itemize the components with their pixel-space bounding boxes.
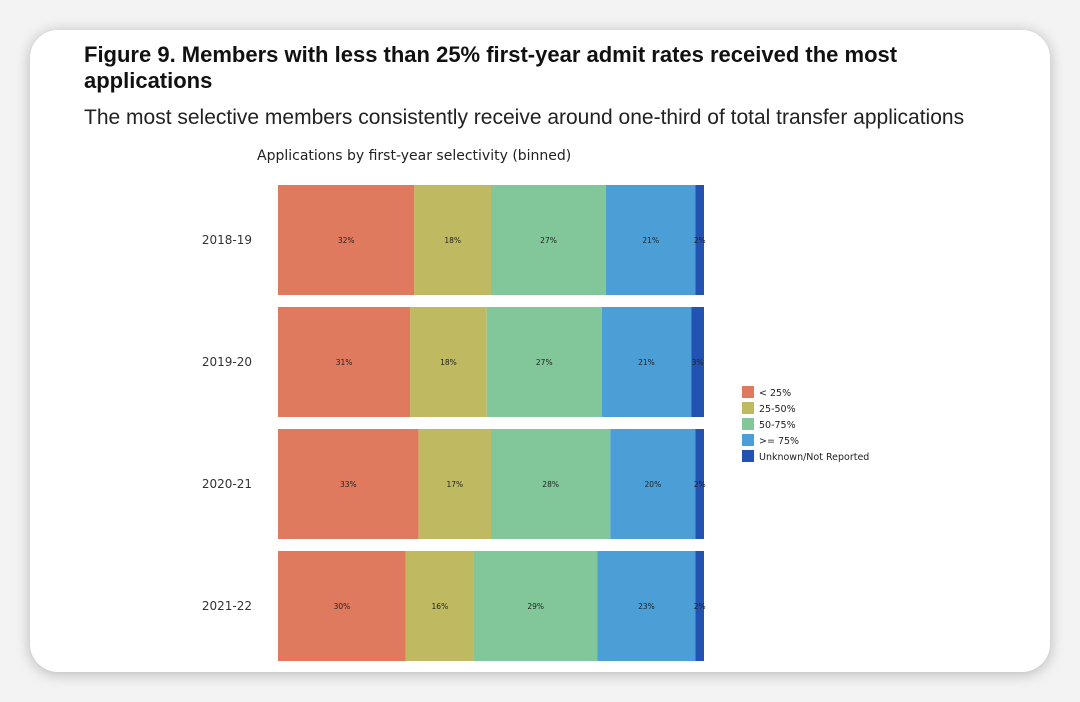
data-label: 23% [638,602,655,611]
y-tick-label: 2018-19 [202,233,252,247]
data-label: 29% [527,602,544,611]
legend-label: < 25% [759,388,791,399]
legend-swatch [742,434,754,446]
figure-subtitle: The most selective members consistently … [84,106,965,129]
bar-segment [418,429,491,539]
data-label: 3% [692,358,704,367]
data-label: 2% [694,236,706,245]
data-label: 27% [536,358,553,367]
bar-segment [405,551,474,661]
data-label: 30% [334,602,351,611]
bar-segment [278,429,419,539]
bar-segment [601,307,692,417]
legend-swatch [742,450,754,462]
data-label: 21% [638,358,655,367]
data-label: 20% [645,480,662,489]
data-label: 32% [338,236,355,245]
data-label: 18% [444,236,461,245]
bar-segment [486,307,602,417]
legend-swatch [742,402,754,414]
figure-title: Figure 9. Members with less than 25% fir… [84,42,898,93]
bar-segment [695,429,704,539]
data-label: 27% [540,236,557,245]
data-label: 17% [446,480,463,489]
bar-segment [473,551,598,661]
legend-label: >= 75% [759,436,799,447]
bar-segment [278,307,411,417]
data-label: 2% [694,602,706,611]
bar-segment [695,185,704,295]
y-tick-label: 2021-22 [202,599,252,613]
legend-label: 25-50% [759,404,796,415]
bar-segment [606,185,696,295]
bar-segment [278,185,415,295]
data-label: 28% [542,480,559,489]
bar-segment [278,551,406,661]
data-label: 33% [340,480,357,489]
legend-label: Unknown/Not Reported [759,452,869,463]
data-label: 31% [336,358,353,367]
figure-card: Figure 9. Members with less than 25% fir… [30,30,1050,672]
bar-segment [414,185,491,295]
stacked-bar-chart: Applications by first-year selectivity (… [202,148,869,661]
data-label: 21% [642,236,659,245]
bar-segment [491,429,611,539]
legend-swatch [742,418,754,430]
chart-title: Applications by first-year selectivity (… [257,148,571,164]
data-label: 16% [432,602,449,611]
bar-segment [597,551,696,661]
bar-segment [610,429,696,539]
bar-segment [491,185,607,295]
data-label: 18% [440,358,457,367]
bar-segment [410,307,487,417]
bar-segment [691,307,704,417]
y-tick-label: 2020-21 [202,477,252,491]
legend-label: 50-75% [759,420,796,431]
bar-segment [695,551,704,661]
legend-swatch [742,386,754,398]
data-label: 2% [694,480,706,489]
y-tick-label: 2019-20 [202,355,252,369]
